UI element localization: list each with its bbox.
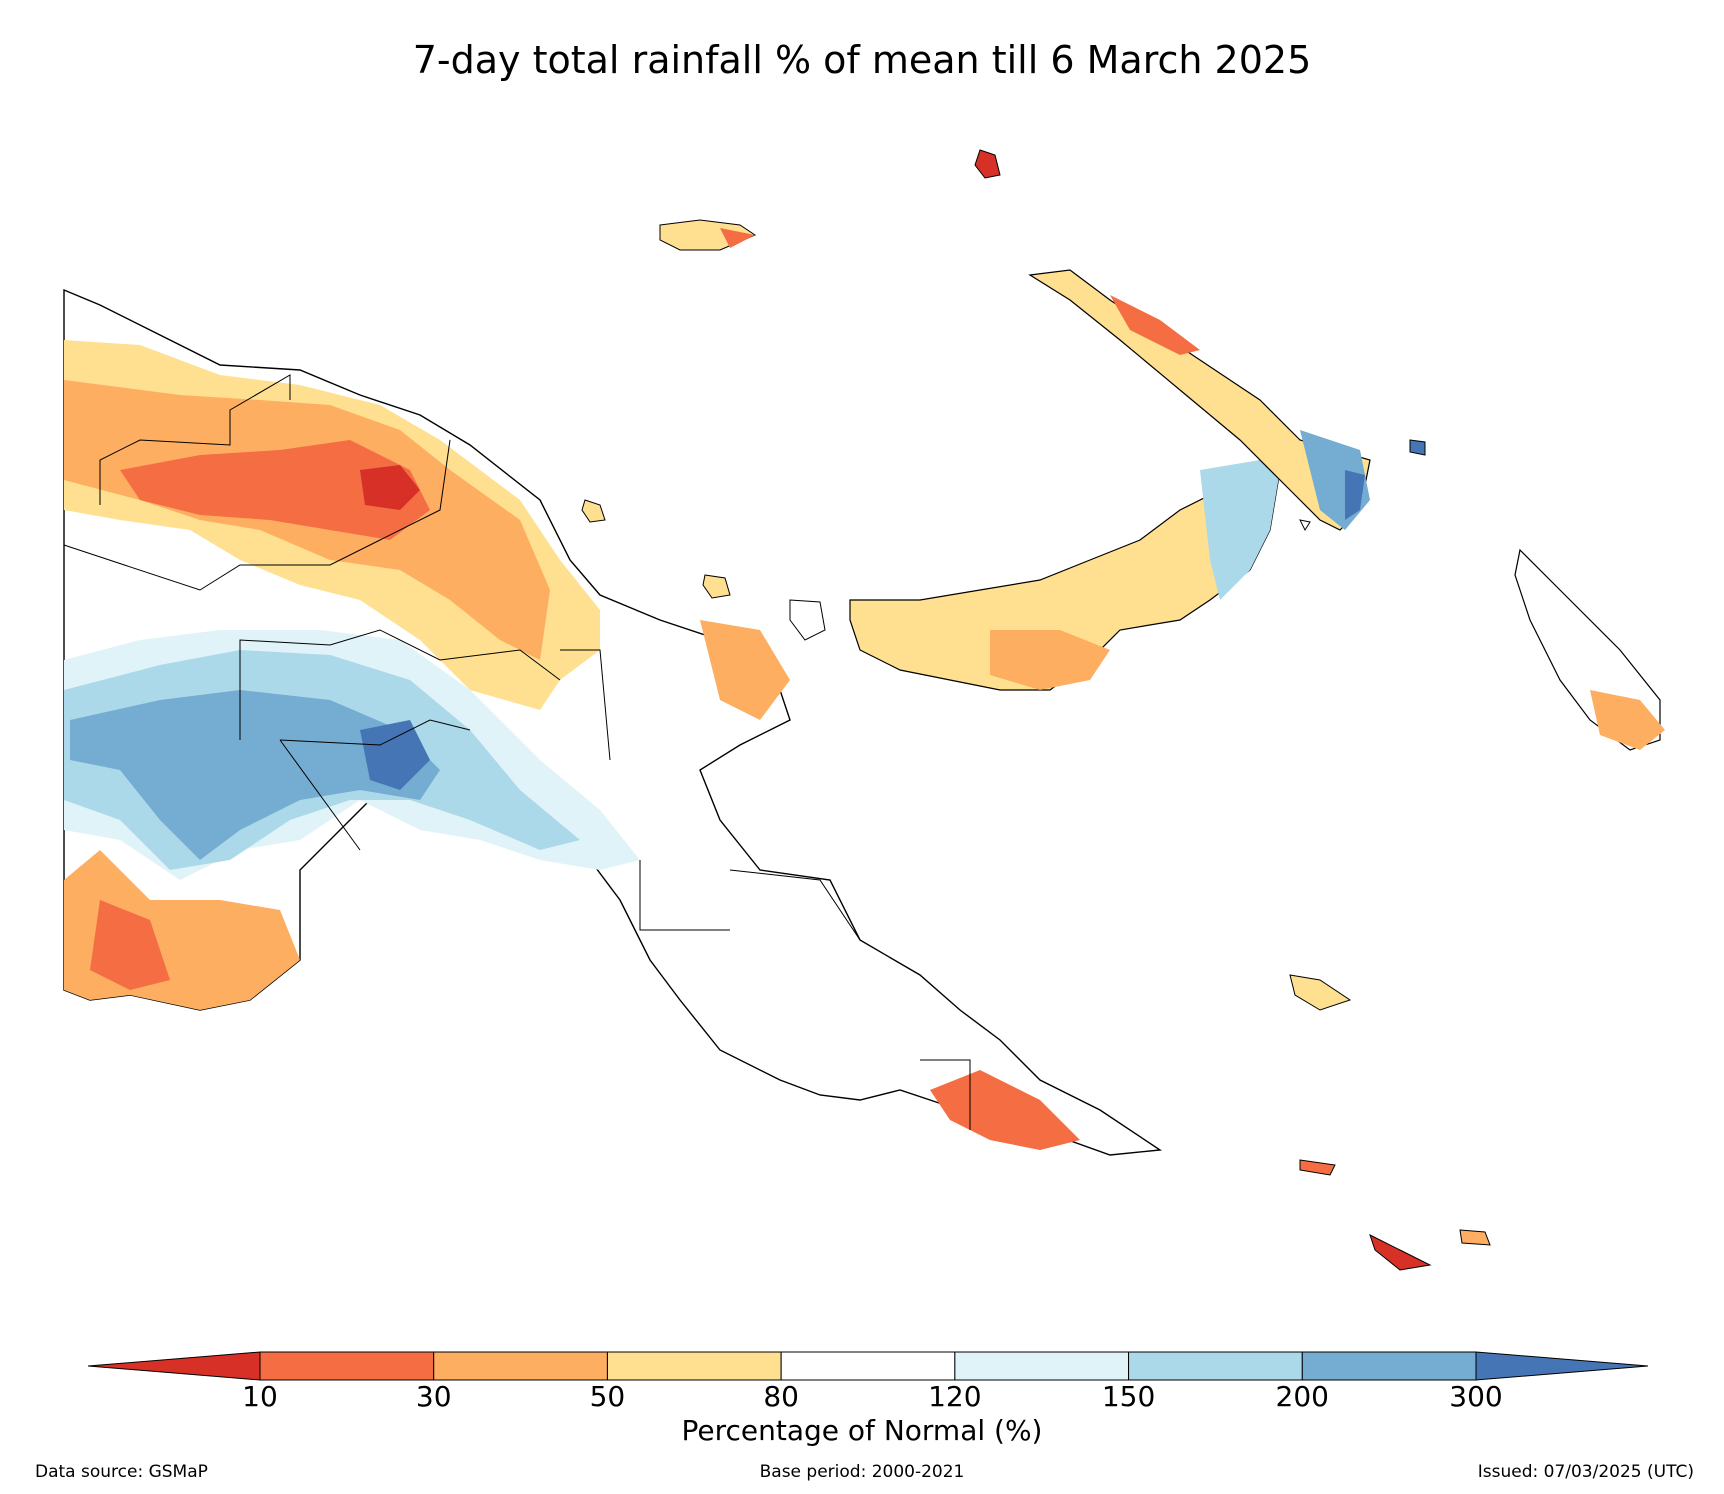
footer-data-source: Data source: GSMaP [35,1462,208,1482]
colorbar-segment [259,1351,435,1381]
colorbar-segment [954,1351,1130,1381]
rainfall-map [63,149,1665,1271]
island-north [974,149,1001,179]
island-long [702,574,731,599]
island-misima [1299,1159,1336,1176]
footer-base-period: Base period: 2000-2021 [759,1462,965,1482]
colorbar-segment [433,1351,608,1381]
dry-region-peninsula [930,1070,1080,1150]
footer-issued: Issued: 07/03/2025 (UTC) [1477,1462,1694,1482]
colorbar-label: Percentage of Normal (%) [681,1414,1043,1447]
province-boundaries [63,374,971,1130]
colorbar-tick-label: 300 [1449,1380,1503,1413]
new-britain [849,459,1281,691]
colorbar-segment [780,1351,956,1381]
manus-east [720,228,755,248]
colorbar-tick-label: 200 [1275,1380,1330,1413]
dry-region-severe [120,440,430,540]
island-umboi [789,599,826,641]
colorbar-extend-high [1475,1351,1649,1381]
islands [581,149,1665,1271]
page-title: 7-day total rainfall % of mean till 6 Ma… [412,38,1312,82]
colorbar-tick-label: 80 [763,1380,799,1413]
new-britain-wet [1200,460,1280,600]
colorbar-extend-low [87,1351,261,1381]
island-tagula [1459,1229,1491,1246]
wet-region-high [70,690,440,860]
dry-patch-east [700,620,790,720]
dry-region-extreme [360,465,420,510]
mainland-png [63,288,1163,1156]
dry-region-south-severe [90,900,170,990]
colorbar-tick-label: 150 [1101,1380,1156,1413]
wet-region-peak [360,720,430,790]
colorbar-tick-label: 50 [589,1380,626,1413]
colorbar-tick-label: 10 [242,1380,278,1413]
colorbar-tick-label: 30 [415,1380,452,1413]
new-ireland-red [1110,295,1200,355]
island-duke [1409,439,1426,456]
new-ireland-wet-peak [1345,470,1365,520]
island-rossel [1369,1234,1432,1271]
colorbar-segment [1128,1351,1303,1381]
island-feni [1299,519,1311,532]
island-woodlark [1289,974,1352,1011]
new-ireland [1028,269,1371,531]
bougainville-dry [1590,690,1665,750]
colorbar-segment [1301,1351,1477,1381]
new-britain-orange [990,630,1110,690]
island-karkar [581,499,606,523]
colorbar-tick-label: 120 [928,1380,982,1413]
colorbar-segment [606,1351,782,1381]
